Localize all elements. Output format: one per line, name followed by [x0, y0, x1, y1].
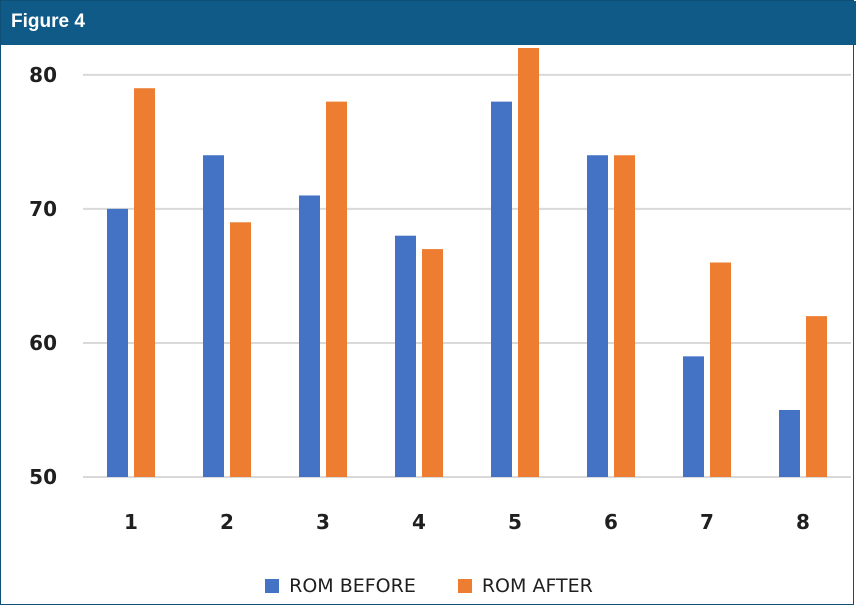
y-tick-label-80: 80	[29, 63, 57, 87]
bar-before-4	[395, 235, 416, 477]
legend: ROM BEFORE ROM AFTER	[1, 571, 856, 601]
x-axis-tick-labels: 1 2 3 4 5 6 7 8	[124, 510, 810, 534]
bar-chart: 50 60 70 80 1 2 3 4 5 6 7 8	[29, 48, 851, 534]
legend-item-before: ROM BEFORE	[265, 575, 416, 597]
bar-after-7	[710, 262, 731, 477]
x-tick-label-3: 3	[316, 510, 330, 534]
y-axis-tick-labels: 50 60 70 80	[29, 63, 57, 489]
bar-before-6	[587, 155, 608, 477]
x-tick-label-4: 4	[412, 510, 426, 534]
bar-after-3	[326, 101, 347, 477]
x-tick-label-1: 1	[124, 510, 138, 534]
y-tick-label-60: 60	[29, 331, 57, 355]
x-tick-label-6: 6	[604, 510, 618, 534]
grid-lines	[83, 73, 851, 478]
figure-header: Figure 4	[1, 1, 856, 45]
x-tick-label-8: 8	[796, 510, 810, 534]
bar-before-8	[779, 409, 800, 477]
legend-swatch-after	[457, 579, 472, 593]
figure-title: Figure 4	[11, 11, 85, 32]
x-tick-label-7: 7	[700, 510, 714, 534]
y-tick-label-50: 50	[29, 465, 57, 489]
legend-swatch-before	[265, 579, 280, 593]
bar-before-3	[299, 195, 320, 477]
bar-after-2	[230, 222, 251, 477]
legend-label-before: ROM BEFORE	[289, 575, 416, 597]
bar-before-5	[491, 101, 512, 477]
bar-after-5	[518, 48, 539, 477]
x-tick-label-2: 2	[220, 510, 234, 534]
legend-label-after: ROM AFTER	[481, 575, 593, 597]
bar-after-6	[614, 155, 635, 477]
y-tick-label-70: 70	[29, 197, 57, 221]
bar-before-1	[107, 208, 128, 477]
legend-item-after: ROM AFTER	[457, 575, 593, 597]
bar-after-4	[422, 249, 443, 477]
x-tick-label-5: 5	[508, 510, 522, 534]
bar-before-7	[683, 356, 704, 477]
bars	[107, 48, 827, 477]
bar-after-1	[134, 88, 155, 477]
bar-before-2	[203, 155, 224, 477]
bar-after-8	[806, 316, 827, 477]
